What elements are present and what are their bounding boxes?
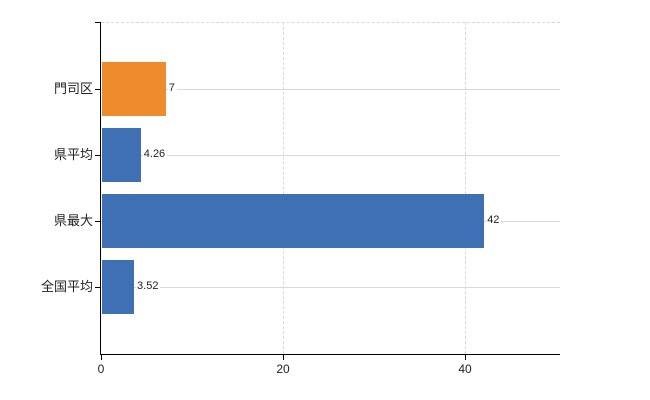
bar-1 <box>102 128 141 182</box>
x-axis-line <box>100 354 560 355</box>
x-tick-label: 20 <box>276 362 290 376</box>
y-axis-top-tick <box>95 22 101 23</box>
bar-value-label: 7 <box>167 82 177 95</box>
x-gridline <box>465 22 466 354</box>
y-axis-line <box>100 22 101 354</box>
x-axis-tick <box>465 355 466 360</box>
y-gridline <box>101 287 560 288</box>
y-gridline <box>101 155 560 156</box>
x-tick-label: 0 <box>97 362 105 376</box>
bar-3 <box>102 260 135 314</box>
bar-2 <box>102 194 485 248</box>
category-label: 全国平均 <box>40 279 93 294</box>
y-axis-tick <box>95 287 101 288</box>
category-label: 県最大 <box>53 213 93 228</box>
x-axis-tick <box>101 355 102 360</box>
bar-value-label: 3.52 <box>136 280 161 293</box>
category-label: 県平均 <box>53 147 93 162</box>
y-axis-tick <box>95 155 101 156</box>
y-gridline <box>101 89 560 90</box>
x-axis-tick <box>283 355 284 360</box>
x-tick-label: 40 <box>458 362 472 376</box>
bar-0 <box>102 62 166 116</box>
category-label: 門司区 <box>53 81 93 96</box>
bar-value-label: 4.26 <box>142 148 168 161</box>
plot-top-border <box>101 22 560 23</box>
y-axis-tick <box>95 89 101 90</box>
x-gridline <box>283 22 284 354</box>
y-axis-tick <box>95 221 101 222</box>
bar-value-label: 42 <box>486 214 502 227</box>
